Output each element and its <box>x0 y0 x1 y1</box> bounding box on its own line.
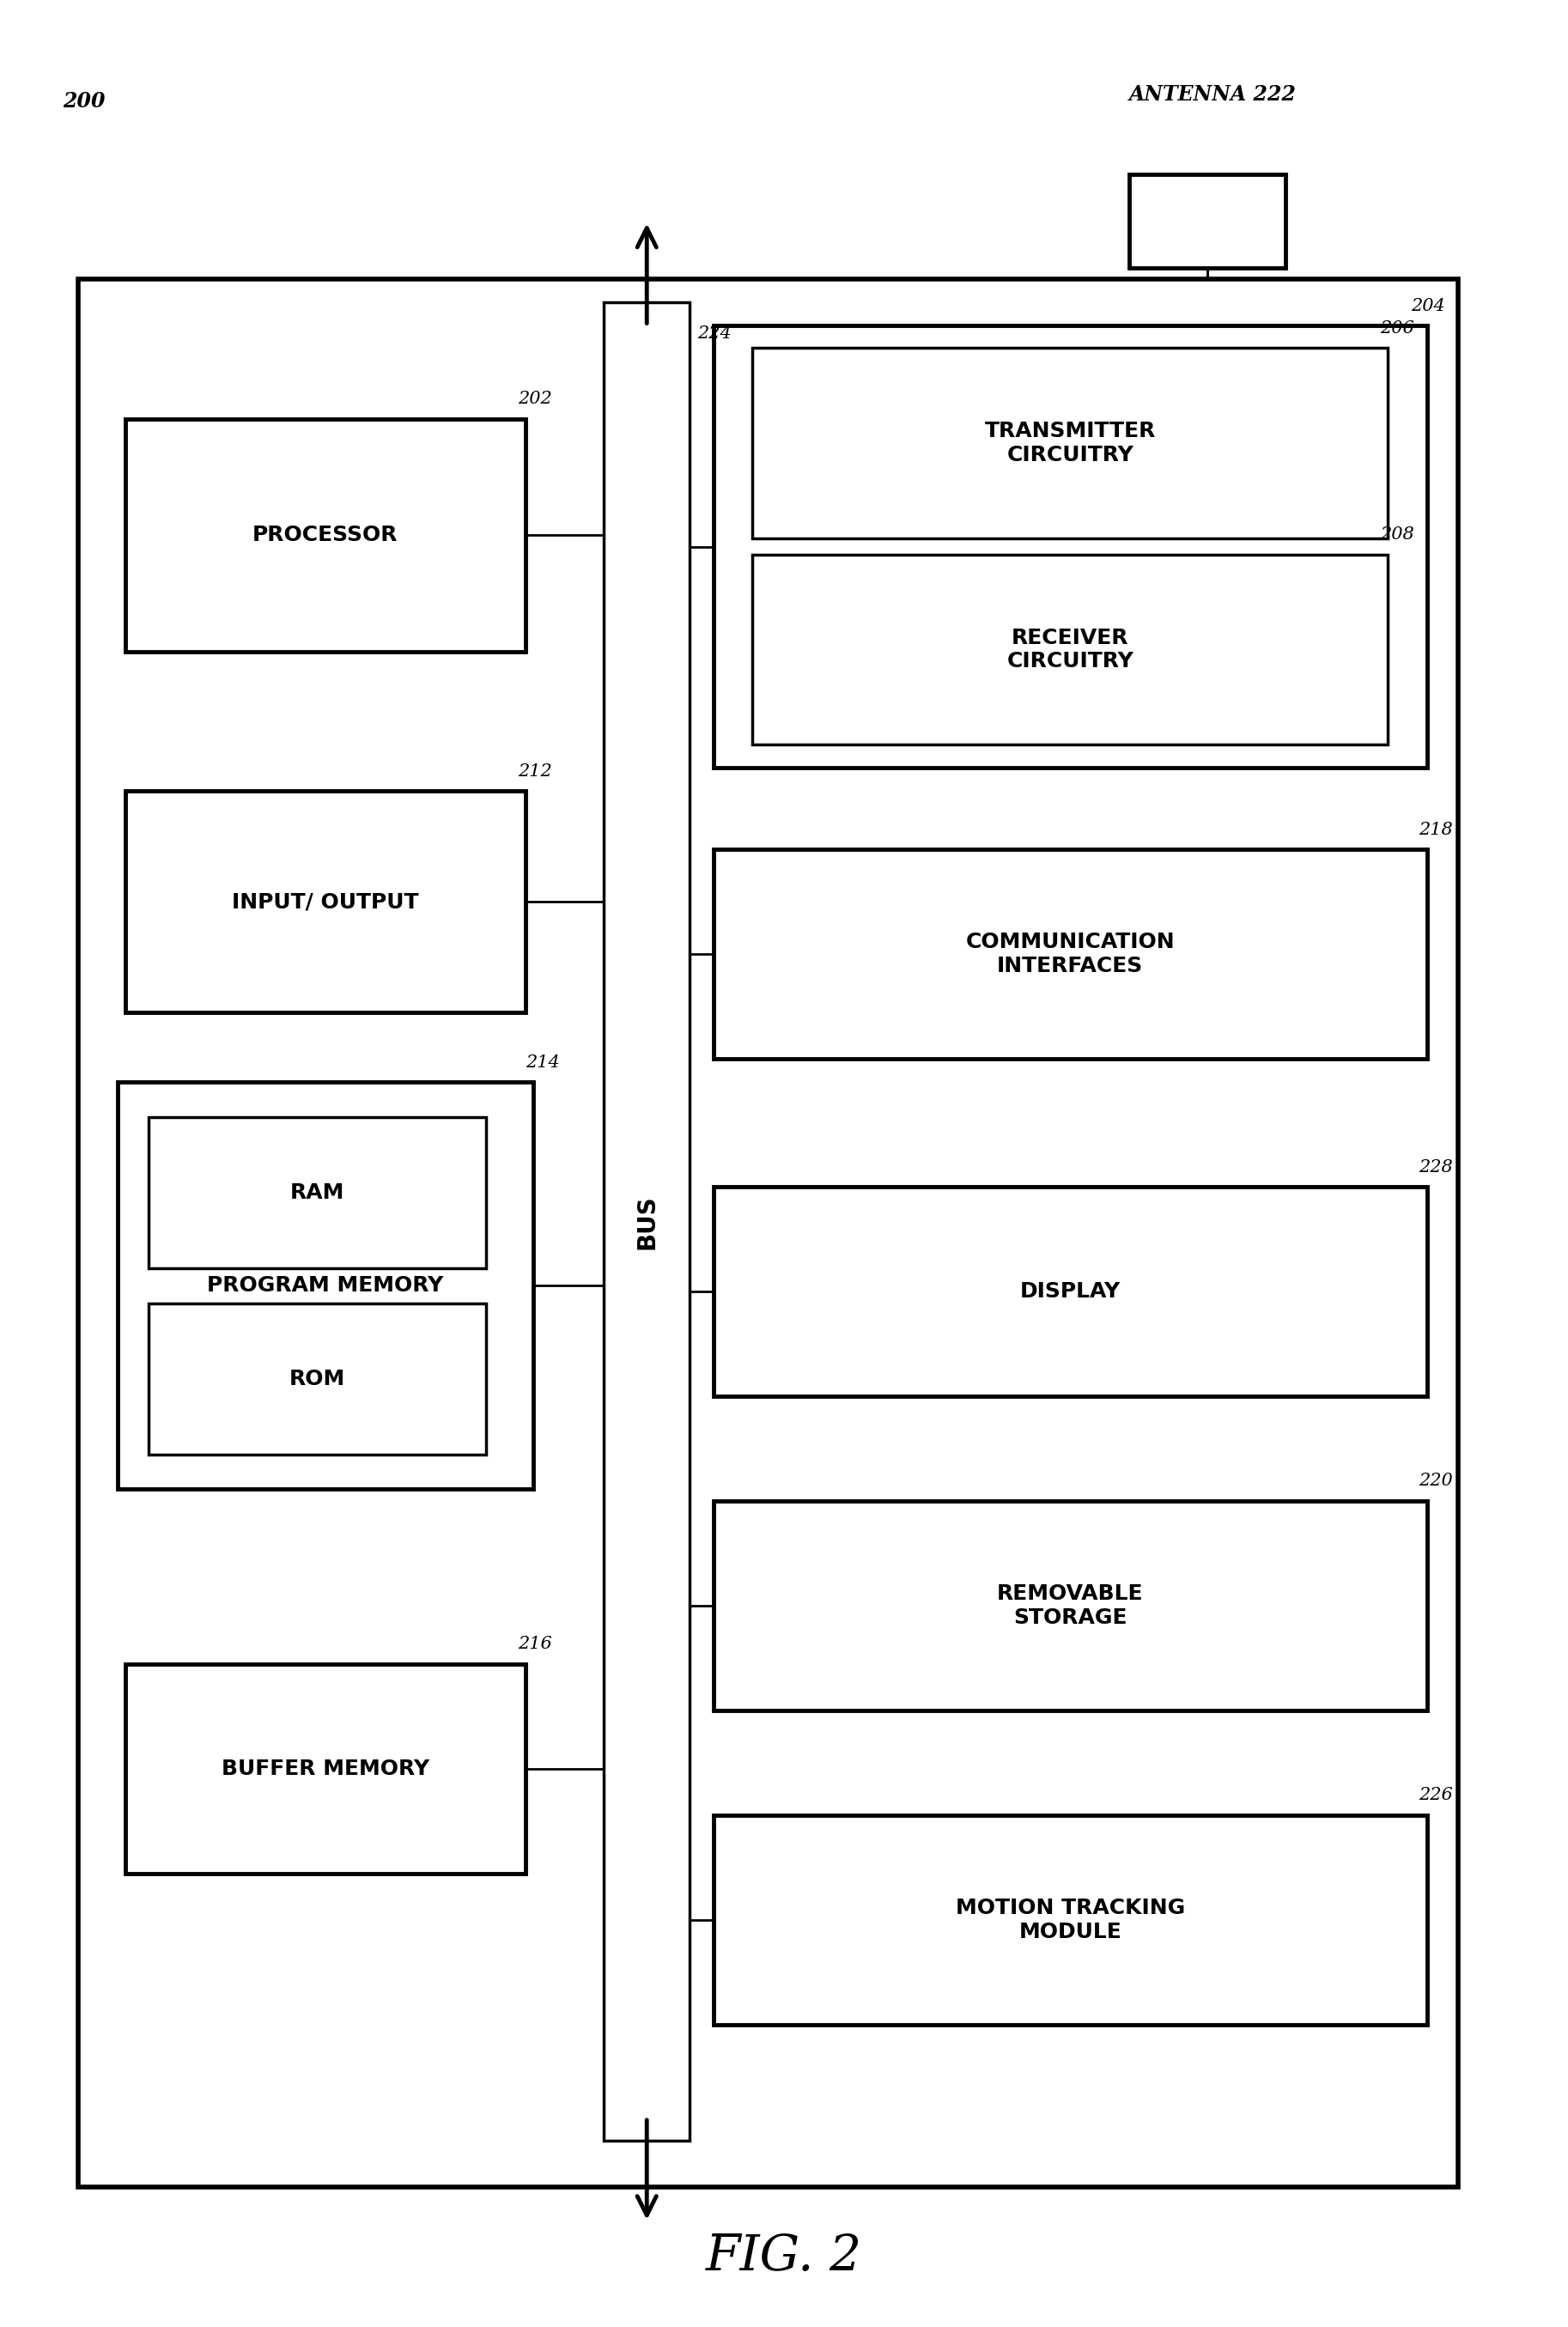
Text: MOTION TRACKING
MODULE: MOTION TRACKING MODULE <box>955 1897 1185 1943</box>
Text: ROM: ROM <box>290 1368 345 1389</box>
Text: PROCESSOR: PROCESSOR <box>252 526 398 545</box>
FancyBboxPatch shape <box>125 419 525 652</box>
Text: ANTENNA 222: ANTENNA 222 <box>1129 84 1297 105</box>
FancyBboxPatch shape <box>125 1664 525 1873</box>
Text: RAM: RAM <box>290 1182 345 1203</box>
Text: RECEIVER
CIRCUITRY: RECEIVER CIRCUITRY <box>1007 628 1134 673</box>
Text: 224: 224 <box>698 326 732 342</box>
FancyBboxPatch shape <box>149 1117 486 1268</box>
Text: BUS: BUS <box>635 1194 659 1250</box>
Text: 216: 216 <box>517 1636 552 1652</box>
Text: 212: 212 <box>517 763 552 780</box>
Text: INPUT/ OUTPUT: INPUT/ OUTPUT <box>232 891 419 912</box>
FancyBboxPatch shape <box>753 347 1388 538</box>
FancyBboxPatch shape <box>78 279 1458 2187</box>
Text: COMMUNICATION
INTERFACES: COMMUNICATION INTERFACES <box>966 931 1174 977</box>
Text: 206: 206 <box>1380 319 1414 335</box>
Text: DISPLAY: DISPLAY <box>1019 1282 1121 1301</box>
Text: 208: 208 <box>1380 526 1414 542</box>
FancyBboxPatch shape <box>713 1815 1427 2024</box>
Text: REMOVABLE
STORAGE: REMOVABLE STORAGE <box>997 1582 1143 1629</box>
Text: 228: 228 <box>1419 1159 1454 1175</box>
Text: TRANSMITTER
CIRCUITRY: TRANSMITTER CIRCUITRY <box>985 421 1156 465</box>
Text: PROGRAM MEMORY: PROGRAM MEMORY <box>207 1275 444 1296</box>
FancyBboxPatch shape <box>753 554 1388 745</box>
FancyBboxPatch shape <box>1129 175 1286 268</box>
FancyBboxPatch shape <box>604 303 690 2141</box>
FancyBboxPatch shape <box>713 326 1427 768</box>
Text: 214: 214 <box>525 1054 560 1070</box>
Text: 202: 202 <box>517 391 552 407</box>
Text: 220: 220 <box>1419 1473 1454 1489</box>
Text: 204: 204 <box>1411 298 1446 314</box>
FancyBboxPatch shape <box>713 1187 1427 1396</box>
FancyBboxPatch shape <box>118 1082 533 1489</box>
FancyBboxPatch shape <box>713 849 1427 1059</box>
Text: 218: 218 <box>1419 821 1454 838</box>
FancyBboxPatch shape <box>713 1501 1427 1710</box>
FancyBboxPatch shape <box>149 1303 486 1454</box>
Text: 200: 200 <box>63 91 105 112</box>
Text: 226: 226 <box>1419 1787 1454 1803</box>
Text: FIG. 2: FIG. 2 <box>706 2234 862 2280</box>
Text: BUFFER MEMORY: BUFFER MEMORY <box>221 1759 430 1778</box>
FancyBboxPatch shape <box>125 791 525 1012</box>
